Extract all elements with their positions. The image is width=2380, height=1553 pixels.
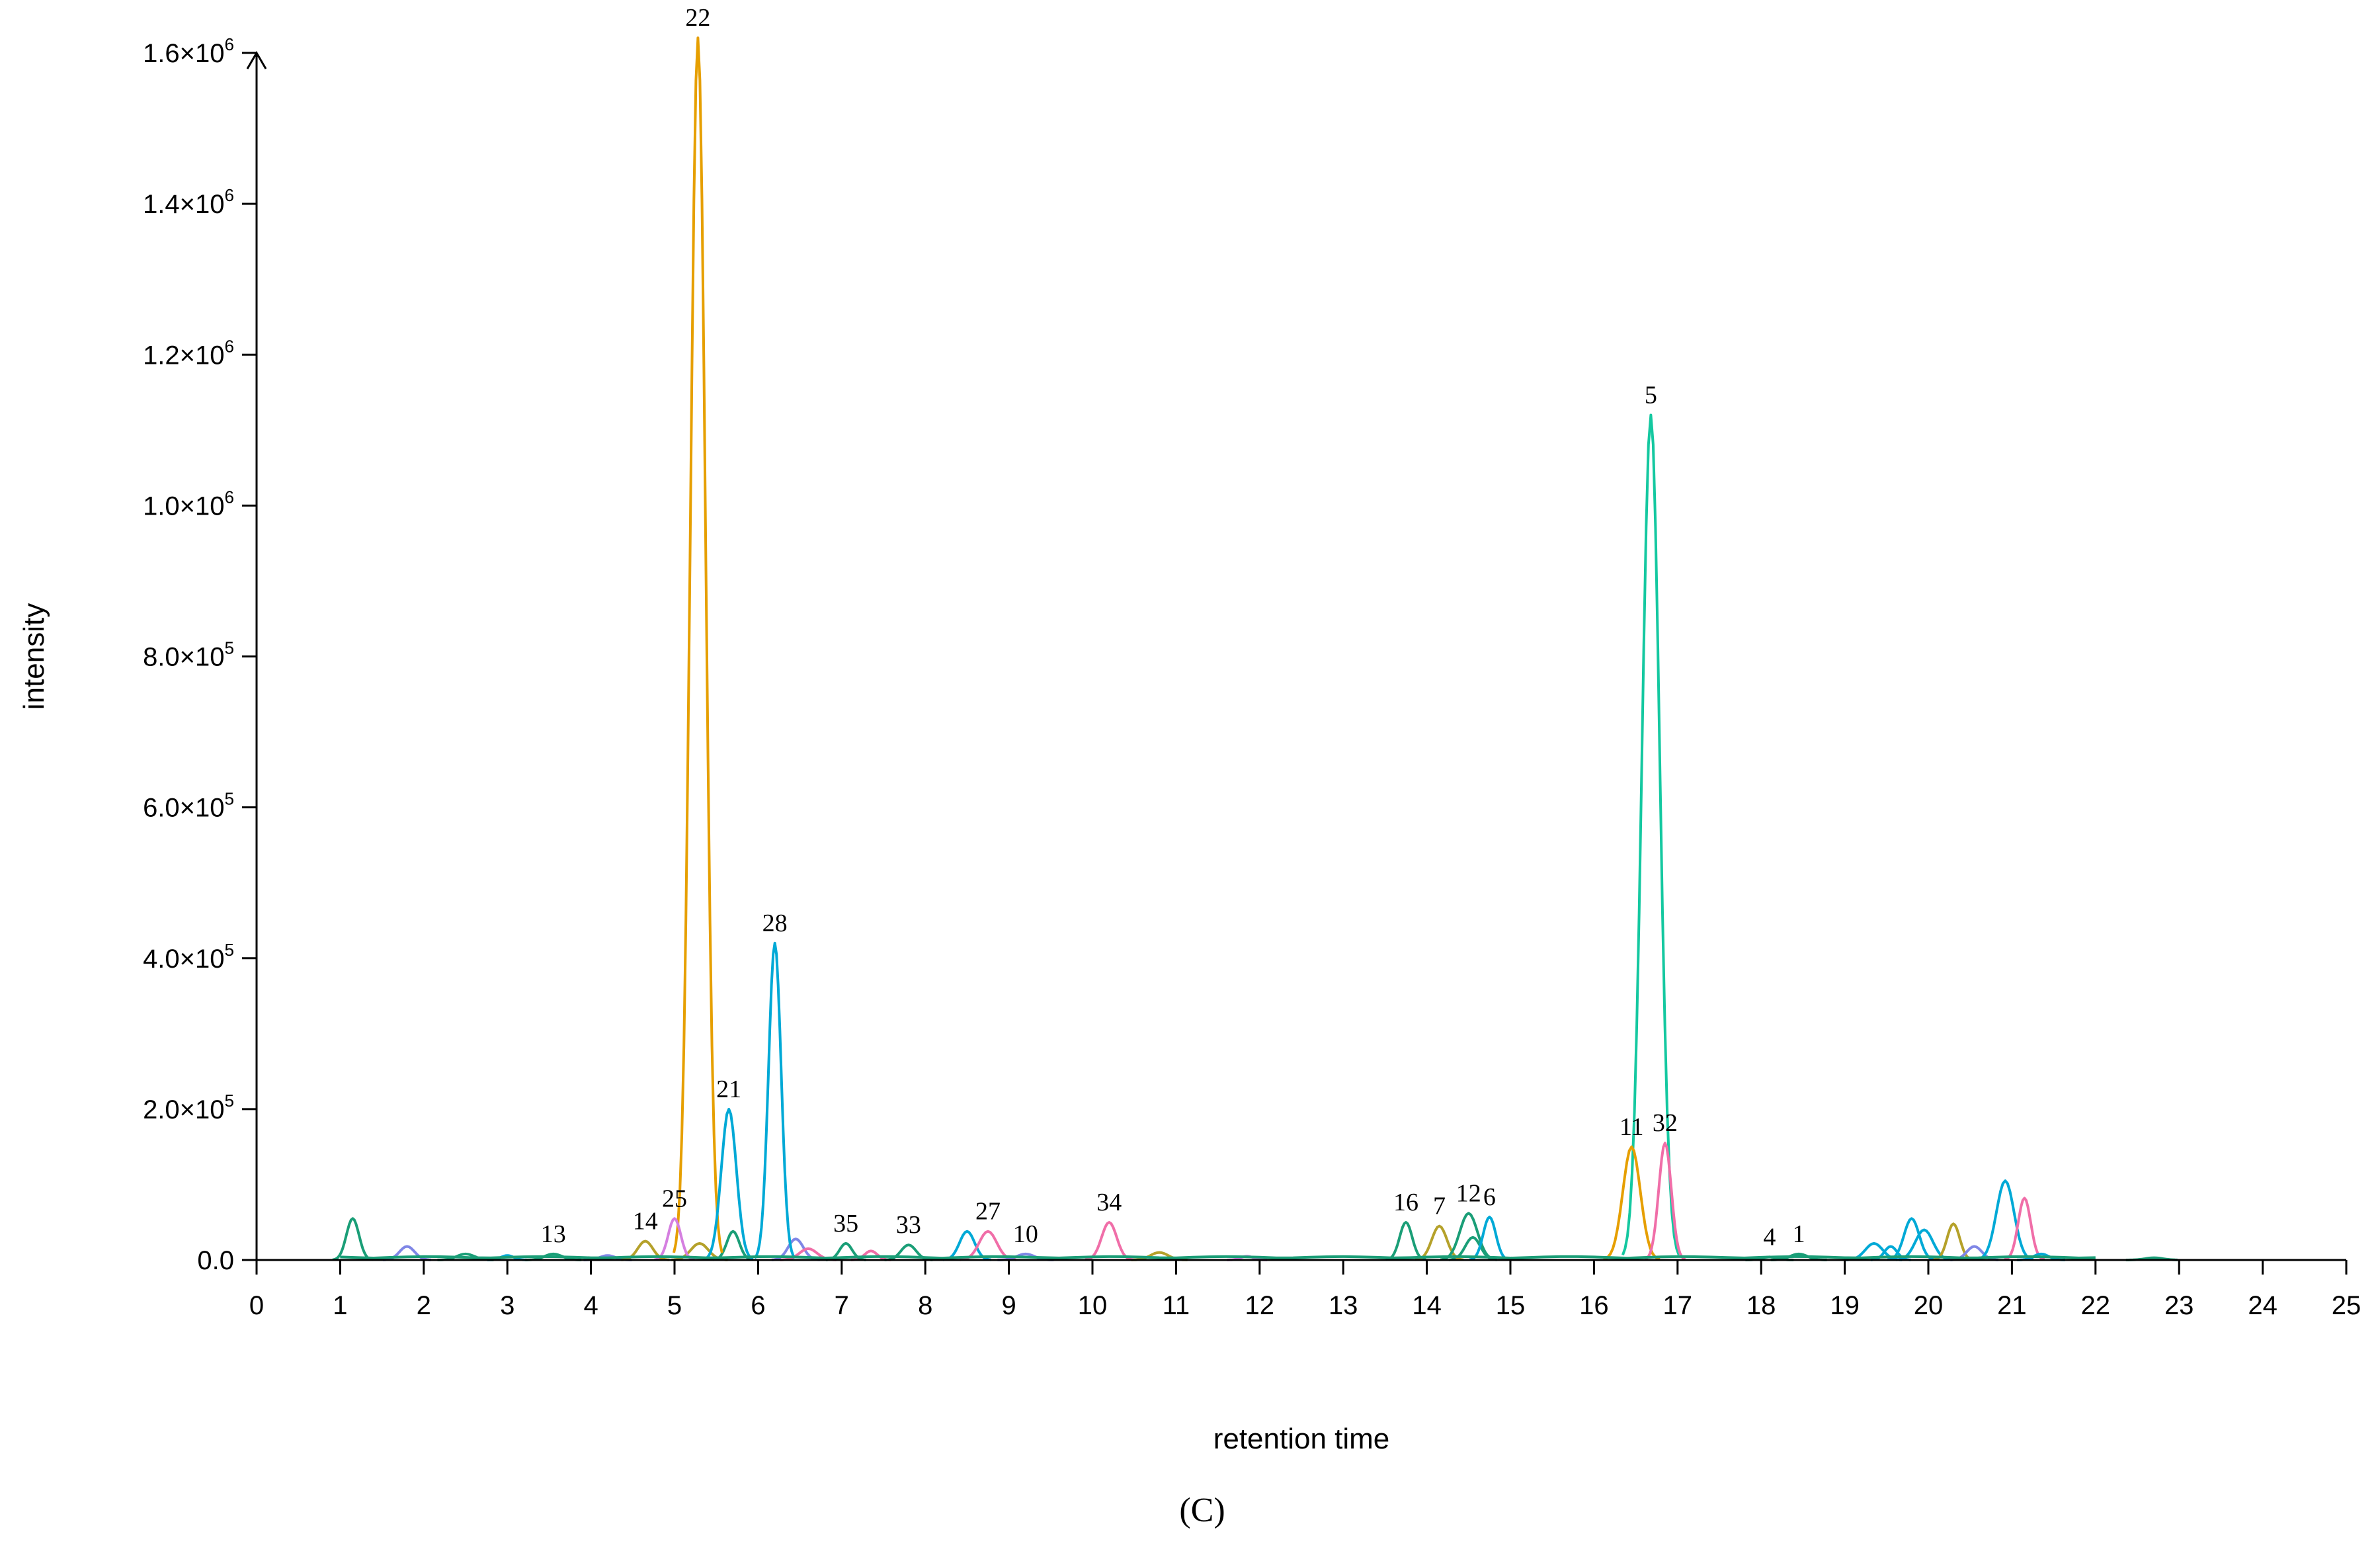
x-tick-label: 16	[1579, 1291, 1609, 1320]
y-tick-label: 2.0×105	[143, 1091, 234, 1124]
peak-trace	[673, 36, 723, 1253]
peak-label: 13	[541, 1220, 566, 1248]
x-axis-title: retention time	[1213, 1423, 1390, 1455]
minor-peak-trace	[332, 1217, 374, 1261]
peak-trace	[704, 1107, 754, 1261]
peak-label: 5	[1645, 382, 1657, 409]
figure-caption: (C)	[1179, 1491, 1225, 1529]
peak-trace	[753, 941, 796, 1259]
y-tick-label: 1.2×106	[143, 336, 234, 370]
peak-label: 28	[762, 909, 788, 937]
y-tick-label: 4.0×105	[143, 940, 234, 974]
x-tick-label: 4	[583, 1291, 598, 1320]
peak-trace	[1440, 1212, 1497, 1261]
peak-label: 16	[1393, 1189, 1418, 1216]
peak-label: 1	[1793, 1220, 1805, 1248]
peak-label: 21	[716, 1075, 741, 1103]
x-tick-label: 6	[751, 1291, 765, 1320]
x-tick-label: 23	[2164, 1291, 2194, 1320]
x-ticks: 0 1 2 3 4 5 6 7 8 9 10 11 12 13 14 15 16 17 18 19 20 21 22 23 24…	[249, 1260, 2361, 1320]
x-tick-label: 2	[417, 1291, 431, 1320]
peak-label: 11	[1620, 1113, 1644, 1141]
x-tick-label: 7	[835, 1291, 849, 1320]
peak-label: 12	[1456, 1179, 1481, 1207]
x-tick-label: 25	[2332, 1291, 2361, 1320]
x-tick-label: 1	[333, 1291, 347, 1320]
axes	[246, 51, 2346, 1261]
peak-label: 35	[833, 1210, 858, 1238]
x-tick-label: 8	[918, 1291, 932, 1320]
y-ticks: 0.0 2.0×105 4.0×105 6.0×105 8.0×105 1.0×106 1.…	[143, 34, 257, 1275]
y-tick-label: 8.0×105	[143, 638, 234, 672]
peak-label: 33	[896, 1211, 921, 1239]
peak-label: 34	[1096, 1189, 1122, 1216]
x-tick-label: 24	[2248, 1291, 2277, 1320]
peak-label: 22	[685, 4, 710, 32]
peak-trace	[1644, 1142, 1686, 1261]
y-tick-label: 1.0×106	[143, 487, 234, 521]
peak-trace	[1385, 1221, 1426, 1261]
x-tick-label: 14	[1412, 1291, 1442, 1320]
x-tick-label: 0	[249, 1291, 264, 1320]
peak-trace	[1085, 1221, 1134, 1261]
x-tick-label: 13	[1329, 1291, 1358, 1320]
x-tick-label: 21	[1997, 1291, 2027, 1320]
x-tick-label: 15	[1496, 1291, 1526, 1320]
x-tick-label: 19	[1830, 1291, 1860, 1320]
x-tick-label: 12	[1245, 1291, 1275, 1320]
y-tick-label: 1.4×106	[143, 185, 234, 219]
peak-label: 25	[662, 1185, 687, 1212]
x-tick-label: 11	[1163, 1291, 1190, 1320]
x-tick-label: 18	[1746, 1291, 1776, 1320]
baseline-trace	[340, 1255, 2096, 1260]
y-axis-title: intensity	[18, 603, 50, 710]
x-tick-label: 17	[1663, 1291, 1693, 1320]
peak-label: 4	[1763, 1223, 1776, 1251]
x-tick-label: 9	[1001, 1291, 1016, 1320]
chromatogram-traces	[332, 36, 2178, 1261]
x-tick-label: 10	[1078, 1291, 1108, 1320]
x-tick-label: 22	[2081, 1291, 2111, 1320]
peak-label: 32	[1653, 1109, 1678, 1137]
peak-label: 7	[1433, 1193, 1446, 1220]
x-tick-label: 5	[667, 1291, 682, 1320]
peak-label: 6	[1483, 1183, 1496, 1211]
minor-peak-trace	[1887, 1217, 1936, 1261]
minor-peak-trace	[1977, 1179, 2034, 1261]
y-tick-label: 0.0	[197, 1246, 234, 1275]
x-tick-label: 3	[500, 1291, 514, 1320]
x-tick-label: 20	[1914, 1291, 1944, 1320]
peak-label: 10	[1013, 1220, 1038, 1248]
peak-label: 27	[975, 1198, 1001, 1226]
y-tick-label: 6.0×105	[143, 789, 234, 823]
y-tick-label: 1.6×106	[143, 34, 234, 68]
peak-label: 14	[633, 1207, 658, 1235]
